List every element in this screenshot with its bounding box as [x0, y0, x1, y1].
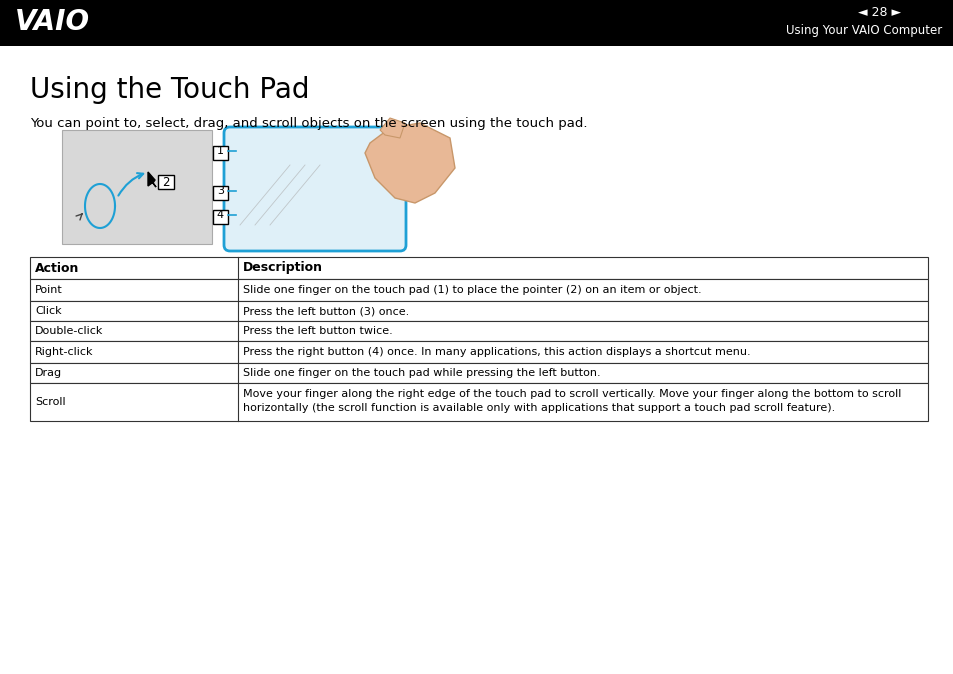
Text: 2: 2 — [162, 175, 170, 189]
Polygon shape — [379, 118, 405, 138]
Bar — [30, 363, 927, 383]
Text: Slide one finger on the touch pad while pressing the left button.: Slide one finger on the touch pad while … — [243, 368, 600, 378]
Bar — [30, 383, 927, 421]
Text: Double-click: Double-click — [35, 326, 103, 336]
Bar — [30, 321, 927, 341]
Bar — [213, 210, 228, 224]
Text: Press the left button twice.: Press the left button twice. — [243, 326, 393, 336]
Polygon shape — [148, 172, 156, 187]
Text: 1: 1 — [216, 146, 224, 156]
Text: Press the right button (4) once. In many applications, this action displays a sh: Press the right button (4) once. In many… — [243, 347, 750, 357]
Bar — [213, 146, 228, 160]
Text: Slide one finger on the touch pad (1) to place the pointer (2) on an item or obj: Slide one finger on the touch pad (1) to… — [243, 285, 701, 295]
Bar — [30, 279, 927, 301]
Text: Action: Action — [35, 262, 79, 274]
Text: Click: Click — [35, 306, 62, 316]
Bar — [30, 301, 927, 321]
Bar — [30, 341, 927, 363]
Text: horizontally (the scroll function is available only with applications that suppo: horizontally (the scroll function is ava… — [243, 403, 835, 413]
Bar — [213, 186, 228, 200]
Text: ◄ 28 ►: ◄ 28 ► — [857, 6, 901, 19]
Text: Point: Point — [35, 285, 63, 295]
Bar — [0, 0, 953, 46]
Text: You can point to, select, drag, and scroll objects on the screen using the touch: You can point to, select, drag, and scro… — [30, 117, 587, 130]
Text: Using Your VAIO Computer: Using Your VAIO Computer — [785, 24, 941, 37]
Text: Using the Touch Pad: Using the Touch Pad — [30, 76, 309, 104]
Bar — [30, 257, 927, 279]
Text: Move your finger along the right edge of the touch pad to scroll vertically. Mov: Move your finger along the right edge of… — [243, 389, 901, 399]
Polygon shape — [365, 123, 455, 203]
Text: Press the left button (3) once.: Press the left button (3) once. — [243, 306, 409, 316]
Text: Drag: Drag — [35, 368, 62, 378]
Text: Description: Description — [243, 262, 323, 274]
Bar — [158, 175, 173, 189]
Bar — [62, 130, 212, 244]
Text: Scroll: Scroll — [35, 397, 66, 407]
FancyBboxPatch shape — [224, 127, 406, 251]
Text: 4: 4 — [216, 210, 224, 220]
Text: 3: 3 — [216, 186, 224, 196]
Text: Right-click: Right-click — [35, 347, 93, 357]
Text: VAIO: VAIO — [15, 8, 90, 36]
